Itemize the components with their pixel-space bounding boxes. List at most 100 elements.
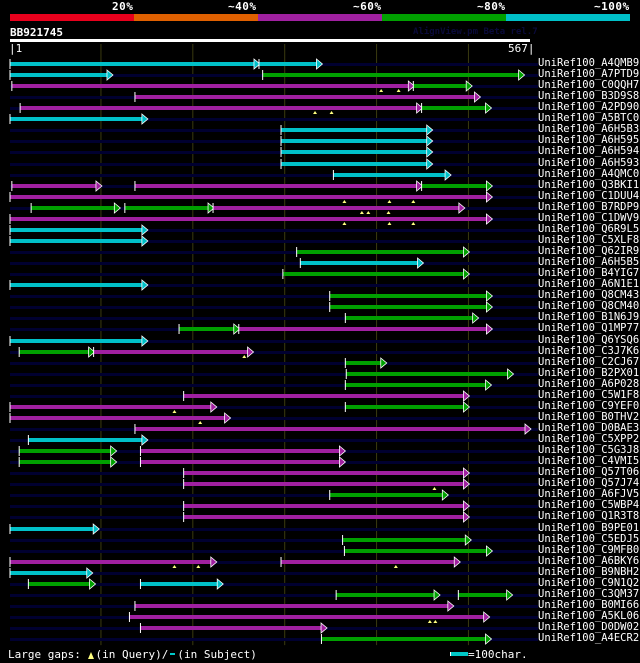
hit-label[interactable]: UniRef100_C5EDJ5 <box>538 533 640 545</box>
hit-label[interactable]: UniRef100_C2CJ67 <box>538 356 640 368</box>
hit-label[interactable]: UniRef100_B7RDP9 <box>538 201 640 213</box>
hit-label[interactable]: UniRef100_B0MI66 <box>538 599 640 611</box>
hit-label[interactable]: UniRef100_A6N1E1 <box>538 278 640 290</box>
hit-label[interactable]: UniRef100_A2PD90 <box>538 101 640 113</box>
hit-segment <box>28 582 91 586</box>
hit-label[interactable]: UniRef100_C5WBP4 <box>538 499 640 511</box>
hit-segment <box>321 637 487 641</box>
in-query-label: (in Query)/ <box>95 648 169 661</box>
hit-label[interactable]: UniRef100_A4ECR2 <box>538 632 640 644</box>
hit-segment <box>10 339 143 343</box>
hit-segment <box>329 493 444 497</box>
hit-label[interactable]: UniRef100_A6FJV5 <box>538 488 640 500</box>
hit-label[interactable]: UniRef100_Q57J74 <box>538 477 640 489</box>
program-subtitle: AlignView.pm Beta rel.7 <box>413 27 538 37</box>
hit-label[interactable]: UniRef100_B0THV2 <box>538 411 640 423</box>
hit-label[interactable]: UniRef100_Q1MP77 <box>538 322 640 334</box>
hit-label[interactable]: UniRef100_C3QM37 <box>538 588 640 600</box>
hit-label[interactable]: UniRef100_Q8CM43 <box>538 289 640 301</box>
hit-track <box>10 262 538 265</box>
hit-label[interactable]: UniRef100_A6H595 <box>538 134 640 146</box>
query-gap-marker <box>342 222 347 225</box>
hit-label[interactable]: UniRef100_C4VMI5 <box>538 455 640 467</box>
hit-label[interactable]: UniRef100_B3D9S8 <box>538 90 640 102</box>
hit-label[interactable]: UniRef100_Q8CM40 <box>538 300 640 312</box>
query-gap-marker <box>172 410 177 413</box>
hit-track <box>10 528 538 531</box>
hit-label[interactable]: UniRef100_Q3BKI1 <box>538 179 640 191</box>
hit-label[interactable]: UniRef100_C1DWV9 <box>538 212 640 224</box>
segment-end-arrow <box>444 169 452 181</box>
hit-segment <box>10 217 488 221</box>
query-gap-marker <box>393 565 398 568</box>
hit-label[interactable]: UniRef100_A6P028 <box>538 378 640 390</box>
segment-end-arrow <box>486 545 494 557</box>
hit-label[interactable]: UniRef100_C5XLF8 <box>538 234 640 246</box>
hit-segment <box>281 162 428 166</box>
segment-end-arrow <box>463 511 471 523</box>
hit-label[interactable]: UniRef100_C0QQH7 <box>538 79 640 91</box>
hit-label[interactable]: UniRef100_A6H5B3 <box>538 123 640 135</box>
segment-end-arrow <box>463 401 471 413</box>
hit-label[interactable]: UniRef100_A5KL06 <box>538 610 640 622</box>
percent-label-60: ~60% <box>353 0 382 13</box>
segment-end-arrow <box>486 301 494 313</box>
hit-label[interactable]: UniRef100_C5XPP2 <box>538 433 640 445</box>
hit-label[interactable]: UniRef100_Q62IR9 <box>538 245 640 257</box>
hit-label[interactable]: UniRef100_Q6YSQ6 <box>538 334 640 346</box>
identity-color-legend <box>10 14 630 21</box>
hit-track <box>10 594 538 597</box>
hit-label[interactable]: UniRef100_B9PE01 <box>538 522 640 534</box>
hit-segment <box>140 460 341 464</box>
query-gap-marker <box>172 565 177 568</box>
hit-label[interactable]: UniRef100_A4QMB9 <box>538 57 640 69</box>
query-gap-marker <box>387 200 392 203</box>
hit-label[interactable]: UniRef100_A6H594 <box>538 145 640 157</box>
hit-label[interactable]: UniRef100_A6H593 <box>538 157 640 169</box>
hit-label[interactable]: UniRef100_C9YEF0 <box>538 400 640 412</box>
hit-label[interactable]: UniRef100_C9MFB0 <box>538 544 640 556</box>
hit-label[interactable]: UniRef100_B9NBH2 <box>538 566 640 578</box>
hit-label[interactable]: UniRef100_A4QMC0 <box>538 168 640 180</box>
hit-track <box>10 129 538 132</box>
hit-label[interactable]: UniRef100_D0DW02 <box>538 621 640 633</box>
gaps-label: Large gaps: <box>8 648 81 661</box>
hit-label[interactable]: UniRef100_Q1R3T8 <box>538 510 640 522</box>
hit-label[interactable]: UniRef100_A7PTD9 <box>538 68 640 80</box>
segment-end-arrow <box>210 401 218 413</box>
hit-label[interactable]: UniRef100_C9N1Q2 <box>538 577 640 589</box>
hit-label[interactable]: UniRef100_Q57T06 <box>538 466 640 478</box>
hit-track <box>10 362 538 365</box>
hit-segment <box>344 549 488 553</box>
hit-label[interactable]: UniRef100_C3J7K6 <box>538 345 640 357</box>
segment-end-arrow <box>89 578 97 590</box>
hit-label[interactable]: UniRef100_A6BKY6 <box>538 555 640 567</box>
hit-segment <box>93 350 249 354</box>
segment-end-arrow <box>207 202 215 214</box>
hit-label[interactable]: UniRef100_B1N6J9 <box>538 311 640 323</box>
segment-end-arrow <box>253 58 261 70</box>
hit-label[interactable]: UniRef100_D0BAE3 <box>538 422 640 434</box>
hit-track <box>10 295 538 298</box>
hit-segment <box>421 184 488 188</box>
hit-label[interactable]: UniRef100_C1DUU4 <box>538 190 640 202</box>
segment-end-arrow <box>483 611 491 623</box>
segment-end-arrow <box>486 213 494 225</box>
hit-track <box>10 373 538 376</box>
percent-label-100: ~100% <box>594 0 630 13</box>
segment-end-arrow <box>518 69 526 81</box>
hit-label[interactable]: UniRef100_A5BTC0 <box>538 112 640 124</box>
hit-label[interactable]: UniRef100_C5G3J8 <box>538 444 640 456</box>
hit-label[interactable]: UniRef100_B2PX01 <box>538 367 640 379</box>
query-id: BB921745 <box>10 26 63 39</box>
hit-label[interactable]: UniRef100_A6H5B5 <box>538 256 640 268</box>
hit-segment <box>300 261 419 265</box>
hit-label[interactable]: UniRef100_B4YIG7 <box>538 267 640 279</box>
hit-label[interactable]: UniRef100_C5W1F8 <box>538 389 640 401</box>
query-gap-marker <box>433 620 438 623</box>
scale-key-bar-icon <box>450 652 468 656</box>
in-subject-label: (in Subject) <box>177 648 257 661</box>
segment-end-arrow <box>416 102 424 114</box>
hit-label[interactable]: UniRef100_Q6R9L5 <box>538 223 640 235</box>
